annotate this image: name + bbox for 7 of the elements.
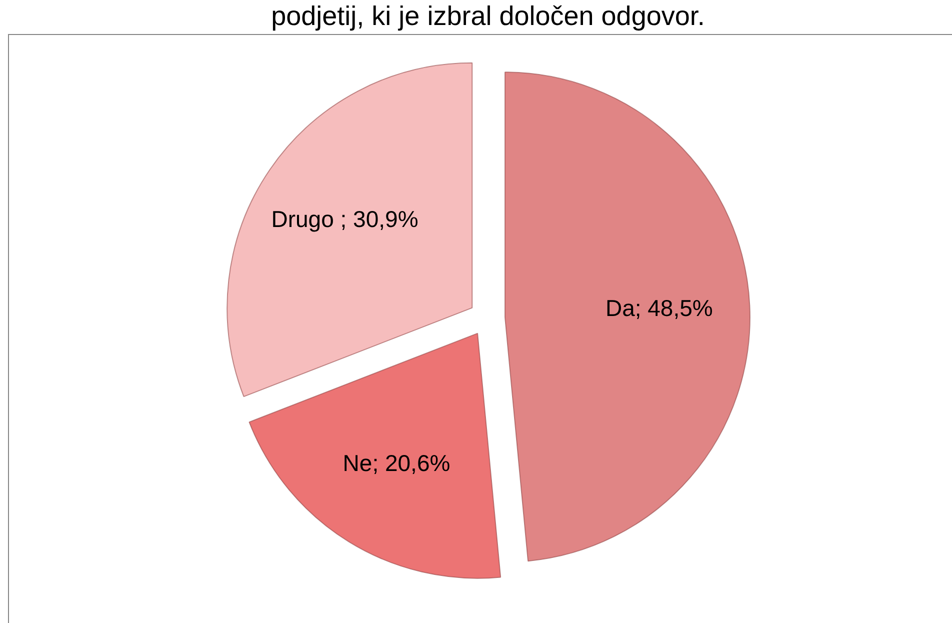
slice-label: Drugo [271,206,334,232]
slice-label: Ne [342,450,372,476]
data-label: ; 30,9% [334,206,418,232]
slice-label: Da [605,295,636,322]
chart-title: podjetij, ki je izbral določen odgovor. [270,0,706,32]
data-label: ; 48,5% [634,295,713,322]
data-label: ; 20,6% [372,450,450,476]
